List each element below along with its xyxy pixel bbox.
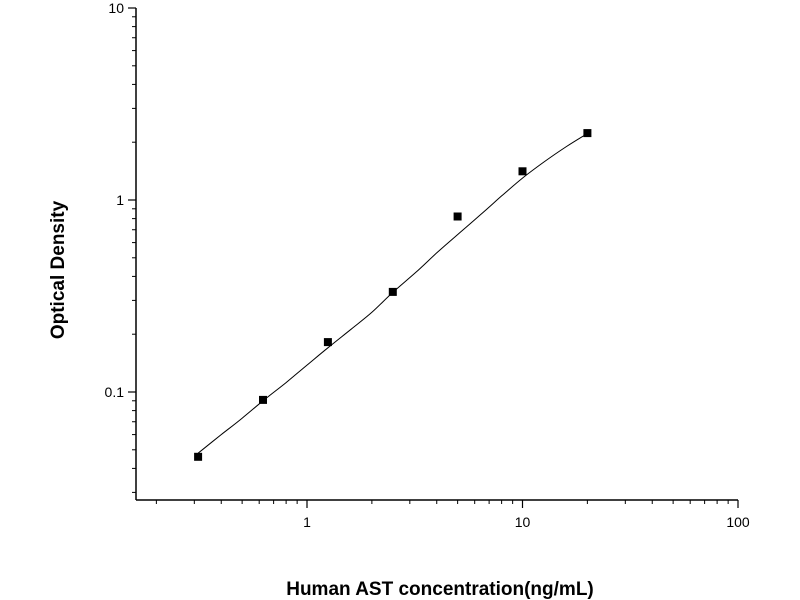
axis-ticks — [128, 7, 739, 508]
x-tick-label: 1 — [303, 514, 311, 530]
data-point — [388, 287, 397, 296]
plot-area: 0.1 1 10 1 10 100 — [105, 0, 750, 530]
data-point — [453, 212, 462, 221]
data-points — [194, 129, 592, 461]
y-tick-label: 1 — [116, 192, 124, 208]
x-axis-title: Human AST concentration(ng/mL) — [286, 579, 594, 600]
data-point — [194, 452, 203, 461]
y-axis-title: Optical Density — [48, 200, 69, 339]
data-point — [583, 129, 592, 138]
y-tick-label: 10 — [108, 0, 124, 16]
data-point — [323, 338, 332, 347]
data-point — [518, 167, 527, 176]
x-tick-label: 10 — [515, 514, 531, 530]
axis-tick-labels: 0.1 1 10 1 10 100 — [105, 0, 750, 530]
x-tick-label: 100 — [726, 514, 750, 530]
data-point — [259, 395, 267, 404]
y-tick-label: 0.1 — [105, 384, 125, 400]
